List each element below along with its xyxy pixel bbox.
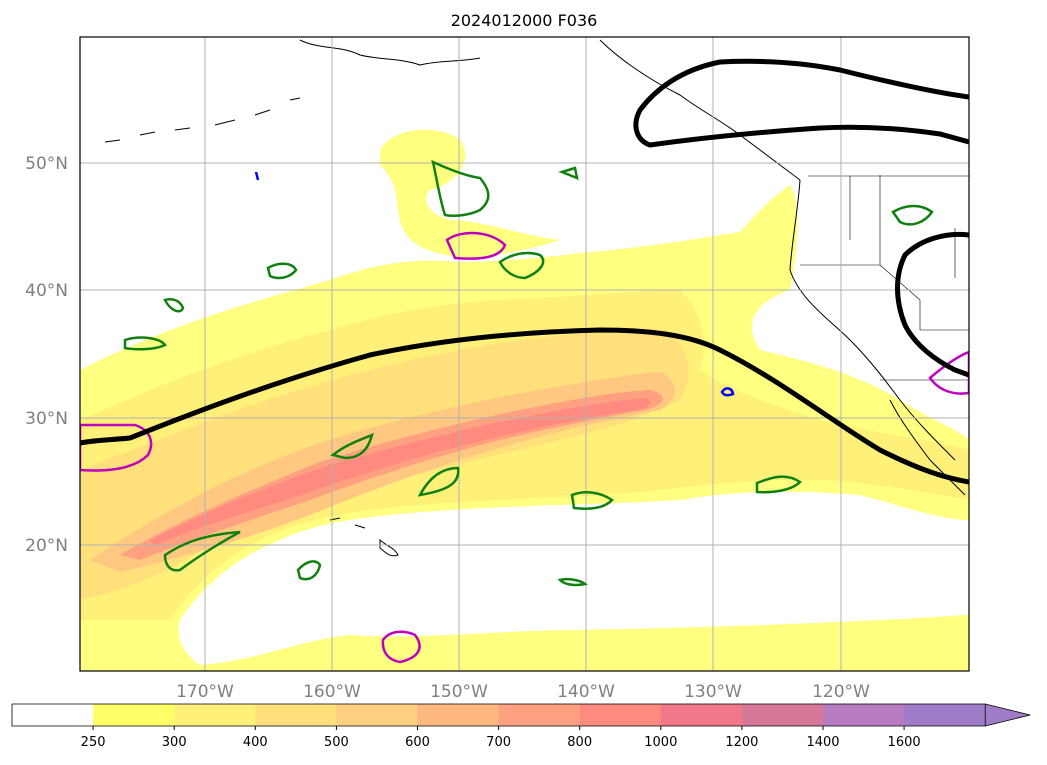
contour-line — [80, 327, 969, 485]
colorbar-segment — [579, 704, 662, 726]
green-region — [330, 432, 374, 460]
colorbar-tick-label: 1000 — [644, 735, 677, 750]
colorbar-extend-arrow — [984, 703, 1031, 727]
green-region — [417, 466, 460, 497]
latitude-labels: 50°N 40°N 30°N 20°N — [25, 154, 68, 556]
colorbar-tick-label: 600 — [405, 735, 430, 750]
coastlines — [104, 39, 966, 557]
colorbar-tick-label: 400 — [243, 735, 268, 750]
us-west-coast — [789, 179, 956, 461]
lon-label: 170°W — [176, 682, 234, 702]
magenta-region — [445, 231, 507, 260]
magenta-region — [928, 350, 969, 395]
green-region — [498, 251, 545, 280]
band-300 — [80, 290, 969, 620]
map-panel — [80, 37, 969, 671]
colorbar-tick-label: 300 — [162, 735, 187, 750]
colorbar-tick-label: 800 — [567, 735, 592, 750]
green-region — [123, 336, 167, 351]
green-region — [557, 577, 588, 587]
blue-outlines — [254, 171, 735, 397]
gridlines — [80, 37, 969, 671]
lon-label: 140°W — [557, 682, 615, 702]
magenta-region — [381, 630, 421, 664]
colorbar-tick-label: 700 — [486, 735, 511, 750]
green-region — [570, 491, 614, 510]
lat-label: 30°N — [25, 409, 68, 429]
baja-coast — [889, 399, 966, 496]
lon-label: 160°W — [303, 682, 361, 702]
map-frame — [79, 36, 970, 672]
green-region — [891, 204, 934, 226]
colorbar-segment — [741, 704, 824, 726]
green-region — [755, 475, 802, 494]
colorbar-segment — [174, 704, 256, 726]
alaska-coast — [299, 39, 481, 66]
colorbar-tick-label: 1400 — [806, 735, 839, 750]
aleutian-islands — [104, 97, 301, 143]
green-region — [558, 166, 579, 181]
colorbar-segment — [93, 704, 175, 726]
colorbar: 250 300 400 500 600 700 800 1000 1200 1400 1600 — [11, 703, 1031, 750]
lat-label: 50°N — [25, 154, 68, 174]
lon-label: 150°W — [430, 682, 488, 702]
colorbar-segment — [12, 704, 94, 726]
band-700 — [120, 390, 663, 560]
colorbar-segment — [417, 704, 500, 726]
band-250-north — [380, 129, 560, 258]
green-region — [266, 262, 298, 280]
green-region — [163, 298, 185, 313]
colorbar-segment — [660, 704, 743, 726]
magenta-region — [80, 423, 153, 472]
contour-line — [895, 231, 969, 378]
colorbar-tick-label: 500 — [324, 735, 349, 750]
magenta-outlines — [80, 231, 969, 664]
green-region — [431, 159, 490, 218]
colorbar-segment — [336, 704, 418, 726]
band-1000 — [150, 398, 651, 545]
contour-line — [633, 58, 969, 148]
colorbar-segment — [498, 704, 581, 726]
lat-label: 20°N — [25, 536, 68, 556]
canada-coast — [599, 39, 801, 181]
colorbar-tick-label: 250 — [81, 735, 106, 750]
blue-region — [254, 171, 260, 181]
colorbar-segment — [904, 704, 986, 726]
green-outlines — [123, 159, 934, 587]
green-region — [296, 560, 322, 581]
map-title: 2024012000 F036 — [451, 11, 598, 30]
blue-region — [720, 387, 735, 397]
lat-label: 40°N — [25, 281, 68, 301]
colorbar-segment — [255, 704, 337, 726]
black-contours — [80, 58, 969, 485]
lon-label: 130°W — [684, 682, 742, 702]
lon-label: 120°W — [812, 682, 870, 702]
colorbar-tick-label: 1600 — [888, 735, 921, 750]
longitude-labels: 170°W 160°W 150°W 140°W 130°W 120°W — [176, 682, 870, 702]
green-region — [163, 530, 241, 572]
colorbar-tick-label: 1200 — [725, 735, 758, 750]
colorbar-segment — [823, 704, 905, 726]
